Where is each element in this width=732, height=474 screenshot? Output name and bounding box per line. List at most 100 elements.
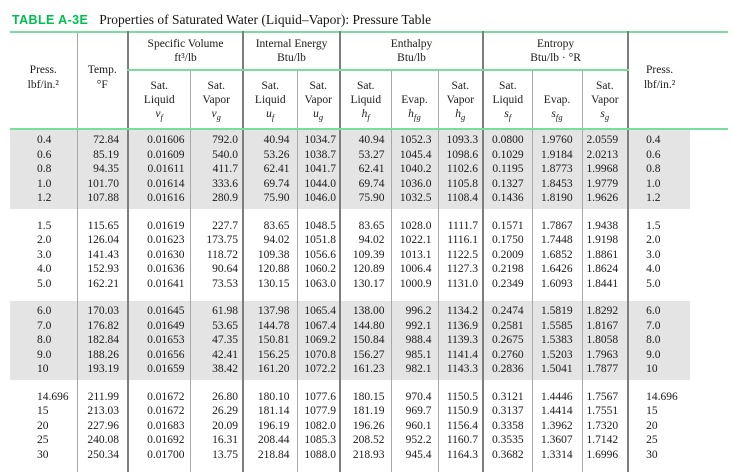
group-header-entropy: Entropy Btu/lb · °R	[482, 32, 629, 71]
cell-press: 15	[627, 404, 691, 419]
row-right-margin	[690, 162, 728, 177]
cell-hg: 1150.9	[437, 404, 484, 419]
cell-press: 6.0	[627, 301, 691, 319]
cell-sf: 0.0800	[482, 129, 533, 148]
gap-cell	[10, 209, 77, 216]
cell-uf: 94.02	[242, 233, 298, 248]
row-right-margin	[690, 216, 728, 234]
cell-press: 20	[627, 418, 691, 433]
cell-vg: 227.7	[189, 215, 244, 233]
cell-hfg: 982.1	[390, 362, 439, 380]
cell-ug: 1077.9	[296, 404, 341, 419]
row-right-margin	[690, 465, 728, 472]
cell-ug: 1065.4	[296, 301, 341, 319]
cell-hf: 83.65	[339, 215, 392, 233]
cell-hg: 1102.6	[437, 162, 484, 177]
cell-temp: 250.34	[76, 447, 128, 465]
cell-sg: 1.9779	[581, 176, 629, 191]
cell-ug: 1069.2	[296, 333, 341, 348]
gap-cell	[627, 208, 691, 216]
table-row: 30 250.34 0.01700 13.75 218.84 1088.0 218.93 94…	[10, 447, 728, 465]
gap-cell	[296, 465, 341, 472]
cell-press: 14.696	[627, 386, 691, 404]
row-right-margin	[690, 404, 728, 419]
cell-vg: 90.64	[189, 262, 244, 277]
column-header-sat-liquid-hf: Sat. Liquid hf	[339, 70, 392, 130]
cell-vf: 0.01609	[127, 147, 190, 162]
table-row: 7.0 176.82 0.01649 53.65 144.78 1067.4 144.80 9…	[10, 318, 728, 333]
gap-cell	[242, 294, 298, 301]
cell-vf: 0.01700	[127, 447, 190, 465]
cell-uf: 181.14	[242, 404, 298, 419]
cell-temp: 170.03	[76, 301, 128, 319]
cell-uf: 130.15	[242, 276, 298, 294]
cell-hfg: 1036.0	[390, 176, 439, 191]
cell-uf: 180.10	[242, 386, 298, 404]
cell-sfg: 1.5819	[531, 301, 583, 319]
cell-sfg: 1.6426	[531, 262, 583, 277]
cell-press: 14.696	[37, 390, 69, 403]
cell-sg: 1.8058	[581, 333, 629, 348]
cell-uf: 40.94	[242, 129, 298, 148]
cell-vg: 26.29	[189, 404, 244, 419]
table-row: 0.8 94.35 0.01611 411.7 62.41 1041.7 62.41 1040…	[10, 162, 728, 177]
gap-cell	[242, 208, 298, 216]
row-right-margin	[690, 209, 728, 216]
cell-vf: 0.01623	[127, 233, 190, 248]
column-header-sat-vapor-ug: Sat. Vapor ug	[296, 70, 341, 130]
gap-cell	[127, 379, 190, 387]
cell-uf: 161.20	[242, 362, 298, 380]
gap-cell	[242, 465, 298, 472]
gap-cell	[581, 208, 629, 216]
cell-vf: 0.01672	[127, 404, 190, 419]
cell-press: 3.0	[627, 247, 691, 262]
cell-hg: 1122.5	[437, 247, 484, 262]
gap-cell	[437, 294, 484, 301]
cell-temp: 240.08	[76, 433, 128, 448]
cell-uf: 83.65	[242, 215, 298, 233]
cell-temp: 126.04	[76, 233, 128, 248]
row-right-margin	[690, 191, 728, 209]
cell-sf: 0.2836	[482, 362, 533, 380]
row-right-margin	[690, 387, 728, 405]
cell-hf: 130.17	[339, 276, 392, 294]
cell-press: 20	[37, 419, 49, 432]
table-number-label: TABLE A-3E	[12, 13, 89, 27]
cell-uf: 69.74	[242, 176, 298, 191]
gap-cell	[482, 208, 533, 216]
group-header-specific-volume: Specific Volume ft³/lb	[126, 32, 244, 71]
cell-hg: 1141.4	[437, 347, 484, 362]
gap-cell	[581, 379, 629, 387]
cell-press: 7.0	[10, 318, 77, 333]
cell-vf: 0.01619	[127, 215, 190, 233]
cell-sg: 2.0559	[581, 129, 629, 148]
cell-vf: 0.01645	[127, 301, 190, 319]
cell-hg: 1093.3	[437, 129, 484, 148]
cell-hf: 40.94	[339, 129, 392, 148]
cell-ug: 1041.7	[296, 162, 341, 177]
cell-hfg: 996.2	[390, 301, 439, 319]
gap-cell	[339, 294, 392, 301]
cell-ug: 1067.4	[296, 318, 341, 333]
cell-hf: 161.23	[339, 362, 392, 380]
cell-press: 1.5	[627, 215, 691, 233]
cell-temp: 211.99	[76, 386, 128, 404]
cell-hfg: 1006.4	[390, 262, 439, 277]
cell-hfg: 985.1	[390, 347, 439, 362]
cell-hg: 1150.5	[437, 386, 484, 404]
block-gap-row	[10, 465, 728, 472]
cell-sfg: 1.5585	[531, 318, 583, 333]
table-row: 15 213.03 0.01672 26.29 181.14 1077.9 181.19 96…	[10, 404, 728, 419]
cell-press: 1.5	[37, 219, 52, 232]
gap-cell	[531, 294, 583, 301]
cell-hg: 1156.4	[437, 418, 484, 433]
cell-ug: 1072.2	[296, 362, 341, 380]
row-right-margin	[690, 177, 728, 192]
gap-cell	[127, 294, 190, 301]
cell-vf: 0.01672	[127, 386, 190, 404]
cell-hfg: 969.7	[390, 404, 439, 419]
cell-hf: 208.52	[339, 433, 392, 448]
cell-hf: 53.27	[339, 147, 392, 162]
cell-sf: 0.1327	[482, 176, 533, 191]
gap-cell	[390, 208, 439, 216]
